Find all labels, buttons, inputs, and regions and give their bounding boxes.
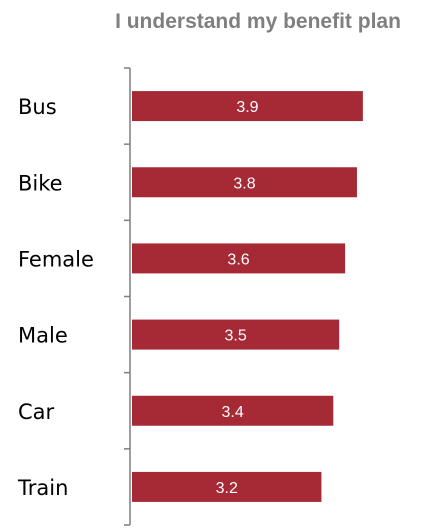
bar-value-label: 3.9 (236, 99, 258, 116)
bar-female (132, 243, 346, 274)
category-label: Car (18, 400, 55, 424)
y-axis: Bus Bike Female Male Car Train (17, 67, 131, 526)
bar-bike (132, 167, 357, 198)
category-label: Bus (18, 95, 57, 119)
bar-value-label: 3.8 (233, 175, 255, 192)
bar-male (132, 319, 340, 350)
chart-title: I understand my benefit plan (115, 10, 401, 33)
category-label: Train (17, 476, 68, 500)
bar-car (132, 395, 334, 426)
bar-value-label: 3.6 (227, 251, 249, 268)
bar-value-label: 3.2 (216, 480, 238, 497)
bar-value-label: 3.5 (224, 328, 246, 345)
bar-value-label: 3.4 (222, 404, 244, 421)
category-label: Male (18, 324, 68, 348)
category-label: Female (18, 247, 94, 271)
bar-train (132, 471, 322, 502)
bar-bus (132, 91, 363, 122)
category-label: Bike (18, 171, 63, 195)
bars: 3.9 3.8 3.6 3.5 3.4 3.2 (132, 91, 363, 502)
